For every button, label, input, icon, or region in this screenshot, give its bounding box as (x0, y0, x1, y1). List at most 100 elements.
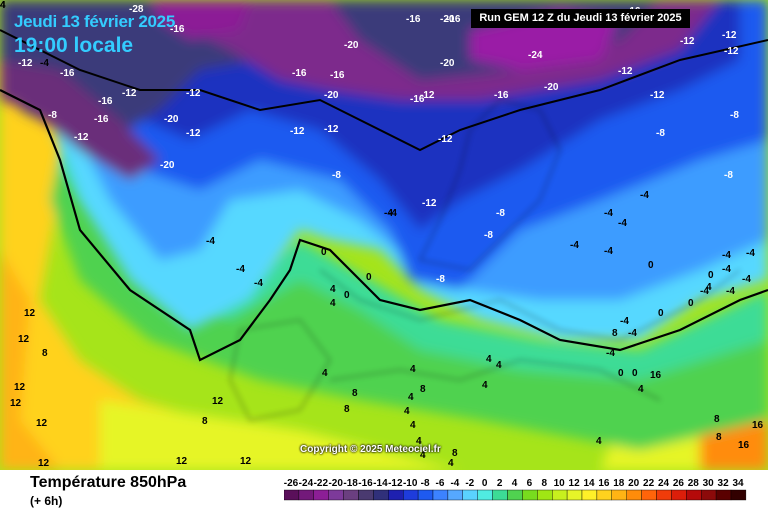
scandinavia-outline (419, 99, 561, 271)
map-value-label: 12 (36, 418, 48, 429)
scale-tick-label: 8 (542, 478, 548, 489)
scale-tick-label: -24 (299, 478, 314, 489)
scale-tick-label: 16 (598, 478, 610, 489)
map-value-label: -4 (254, 278, 263, 289)
map-value-label: -20 (544, 82, 559, 93)
scale-swatch (447, 489, 463, 501)
zone-minus20-west (0, 60, 160, 180)
scale-swatch (566, 489, 583, 501)
map-value-label: -16 (330, 70, 345, 81)
map-value-label: -28 (129, 4, 144, 15)
map-value-label: -12 (438, 134, 453, 145)
scale-swatch (715, 489, 732, 501)
map-value-label: -4 (40, 58, 49, 69)
map-value-label: 4 (0, 0, 6, 11)
scale-tick-label: 20 (628, 478, 640, 489)
map-value-label: -12 (186, 128, 201, 139)
scale-swatch (358, 489, 374, 501)
map-value-label: -8 (656, 128, 665, 139)
map-value-label: -20 (324, 90, 339, 101)
map-value-label: 16 (752, 420, 764, 431)
map-value-label: -16 (98, 96, 113, 107)
scale-swatch (596, 489, 612, 501)
scale-swatch (462, 489, 478, 501)
scale-tick-label: 18 (613, 478, 625, 489)
map-value-label: 8 (420, 384, 426, 395)
map-value-label: 4 (416, 436, 422, 447)
map-value-label: 8 (612, 328, 618, 339)
map-value-label: -12 (18, 58, 33, 69)
scale-swatch (537, 489, 553, 501)
scale-tick-label: 22 (643, 478, 655, 489)
map-value-label: -24 (528, 50, 543, 61)
scale-swatch (492, 489, 508, 501)
map-value-label: -12 (422, 198, 437, 209)
map-value-label: 0 (658, 308, 664, 319)
map-value-label: 12 (212, 396, 224, 407)
map-value-label: -12 (680, 36, 695, 47)
scale-tick-label: 4 (512, 478, 518, 489)
map-value-label: -8 (332, 170, 341, 181)
map-value-label: -4 (620, 316, 629, 327)
scale-swatch (581, 489, 598, 501)
map-value-label: -4 (700, 286, 709, 297)
map-value-label: 8 (716, 432, 722, 443)
scale-tick-label: 0 (482, 478, 488, 489)
scale-tick-label: -16 (358, 478, 373, 489)
scale-tick-label: 26 (673, 478, 685, 489)
scale-tick-label: 34 (732, 478, 744, 489)
copyright-notice: Copyright © 2025 Meteociel.fr (300, 444, 441, 455)
map-value-label: 8 (452, 448, 458, 459)
map-value-label: -12 (324, 124, 339, 135)
map-value-label: -8 (496, 208, 505, 219)
scale-tick-label: 30 (703, 478, 715, 489)
map-value-label: 4 (482, 380, 488, 391)
europe-outline (319, 269, 741, 341)
map-value-label: -4 (618, 218, 627, 229)
map-value-label: -4 (628, 328, 637, 339)
scale-tick-label: 6 (527, 478, 533, 489)
map-value-label: -20 (440, 58, 455, 69)
scale-swatch (641, 489, 657, 501)
map-value-label: 0 (688, 298, 694, 309)
map-value-label: 4 (330, 284, 336, 295)
map-value-label: 12 (38, 458, 50, 469)
map-value-label: 0 (366, 272, 372, 283)
map-value-label: -12 (420, 90, 435, 101)
scale-tick-label: -6 (436, 478, 445, 489)
map-value-label: -4 (726, 286, 735, 297)
scale-swatch (656, 489, 672, 501)
map-value-label: 4 (404, 406, 410, 417)
scale-tick-label: -10 (403, 478, 418, 489)
map-value-label: 4 (408, 392, 414, 403)
map-value-label: 12 (176, 456, 188, 467)
map-value-label: -4 (640, 190, 649, 201)
map-value-label: -4 (746, 248, 755, 259)
scale-tick-label: -14 (373, 478, 388, 489)
scale-swatch (388, 489, 404, 501)
map-value-label: 0 (618, 368, 624, 379)
minus-isotherm-north (0, 29, 768, 152)
zone-minus24-north (150, 0, 250, 40)
map-value-label: -8 (724, 170, 733, 181)
map-value-label: 12 (240, 456, 252, 467)
scale-tick-label: -26 (284, 478, 299, 489)
map-value-label: -16 (292, 68, 307, 79)
scale-tick-label: -2 (465, 478, 474, 489)
forecast-date: Jeudi 13 février 2025 (14, 12, 175, 31)
scale-swatch (552, 489, 568, 501)
map-value-label: -16 (410, 94, 425, 105)
map-value-label: 8 (344, 404, 350, 415)
map-value-label: -20 (344, 40, 359, 51)
map-value-label: -4 (236, 264, 245, 275)
map-value-label: 4 (596, 436, 602, 447)
map-value-label: -8 (48, 110, 57, 121)
scale-tick-label: 10 (554, 478, 566, 489)
forecast-offset: (+ 6h) (30, 494, 63, 508)
map-value-label: 4 (410, 364, 416, 375)
scale-tick-label: 12 (569, 478, 581, 489)
map-value-label: 4 (330, 298, 336, 309)
map-value-label: 4 (706, 282, 712, 293)
map-value-label: -16 (170, 24, 185, 35)
scale-swatch (373, 489, 389, 501)
